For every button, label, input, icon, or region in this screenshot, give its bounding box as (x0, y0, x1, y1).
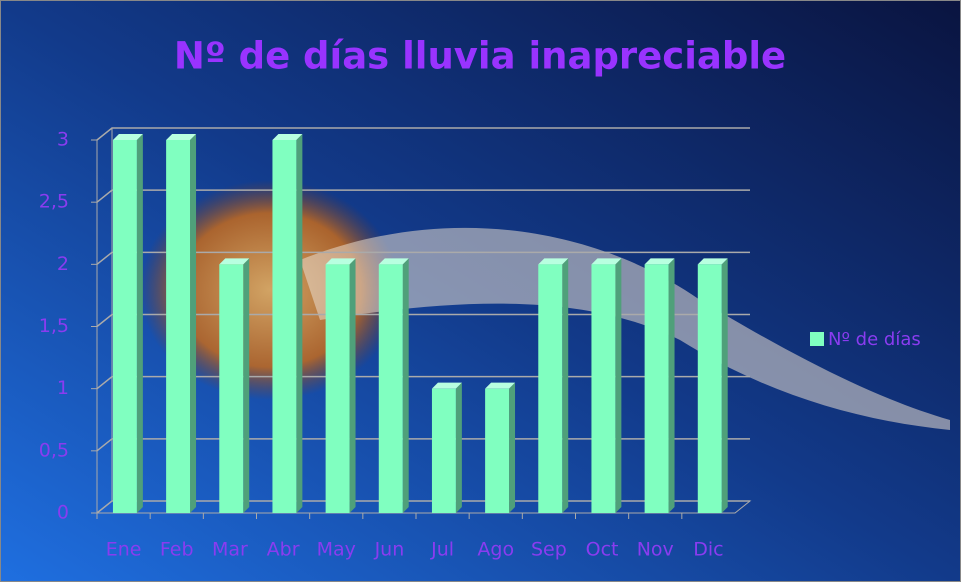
bar (325, 264, 350, 513)
x-tick-label: Mar (212, 539, 248, 561)
bar-side (402, 258, 409, 513)
y-tick-label: 0 (57, 502, 69, 524)
bar (112, 140, 137, 513)
x-tick-label: May (317, 539, 356, 561)
bar-top (219, 258, 250, 265)
x-tick-label: Abr (267, 539, 300, 561)
bar-side (296, 134, 303, 513)
bar-side (615, 258, 622, 513)
x-tick-label: Nov (637, 539, 674, 561)
grid-line (96, 313, 750, 328)
bar-top (697, 258, 728, 265)
bar-top (431, 382, 462, 389)
bar-top (485, 382, 516, 389)
x-tick-label: Oct (586, 539, 619, 561)
y-tick-label: 2,5 (39, 191, 69, 213)
bar-side (190, 134, 197, 513)
bar-side (721, 258, 728, 513)
bar-top (166, 134, 197, 140)
x-tick-label: Jun (374, 539, 405, 561)
bar-side (455, 382, 462, 513)
grid-line (96, 189, 750, 203)
bar (219, 264, 244, 513)
x-tick-label: Jul (430, 539, 454, 561)
bar (378, 264, 403, 513)
bar (591, 264, 616, 513)
bar-side (136, 134, 143, 513)
x-tick-label: Feb (160, 539, 194, 561)
y-tick-label: 3 (57, 129, 69, 151)
grid-line (96, 127, 750, 141)
bar-top (644, 258, 675, 265)
grid-line (96, 500, 750, 514)
bar-side (562, 258, 569, 513)
bar-top (538, 258, 569, 265)
x-tick-label: Dic (693, 539, 723, 561)
bar (272, 140, 297, 513)
y-tick-label: 0,5 (39, 439, 69, 461)
legend-swatch (810, 332, 824, 346)
bar-top (591, 258, 622, 265)
bar (166, 140, 191, 513)
grid-line (96, 251, 750, 265)
bar (431, 388, 456, 513)
legend-label: Nº de días (828, 329, 921, 350)
grid-line (96, 375, 750, 390)
bar-top (272, 134, 303, 140)
bar-top (112, 134, 143, 140)
bar (538, 264, 563, 513)
x-tick-label: Ene (106, 539, 142, 561)
bar-side (349, 258, 356, 513)
x-tick-label: Sep (531, 539, 567, 561)
bar-side (509, 382, 516, 513)
bar-side (243, 258, 250, 513)
y-tick-label: 1,5 (39, 315, 69, 337)
y-tick-label: 2 (57, 253, 69, 275)
bar-side (668, 258, 675, 513)
chart-title: Nº de días lluvia inapreciable (174, 35, 786, 78)
bar (485, 388, 510, 513)
bar-top (378, 258, 409, 265)
bar (644, 264, 669, 513)
x-tick-label: Ago (477, 539, 514, 561)
bar-top (325, 258, 356, 265)
y-tick-label: 1 (57, 377, 69, 399)
bar (697, 264, 722, 513)
decoration (300, 227, 950, 430)
grid-line (96, 438, 750, 452)
